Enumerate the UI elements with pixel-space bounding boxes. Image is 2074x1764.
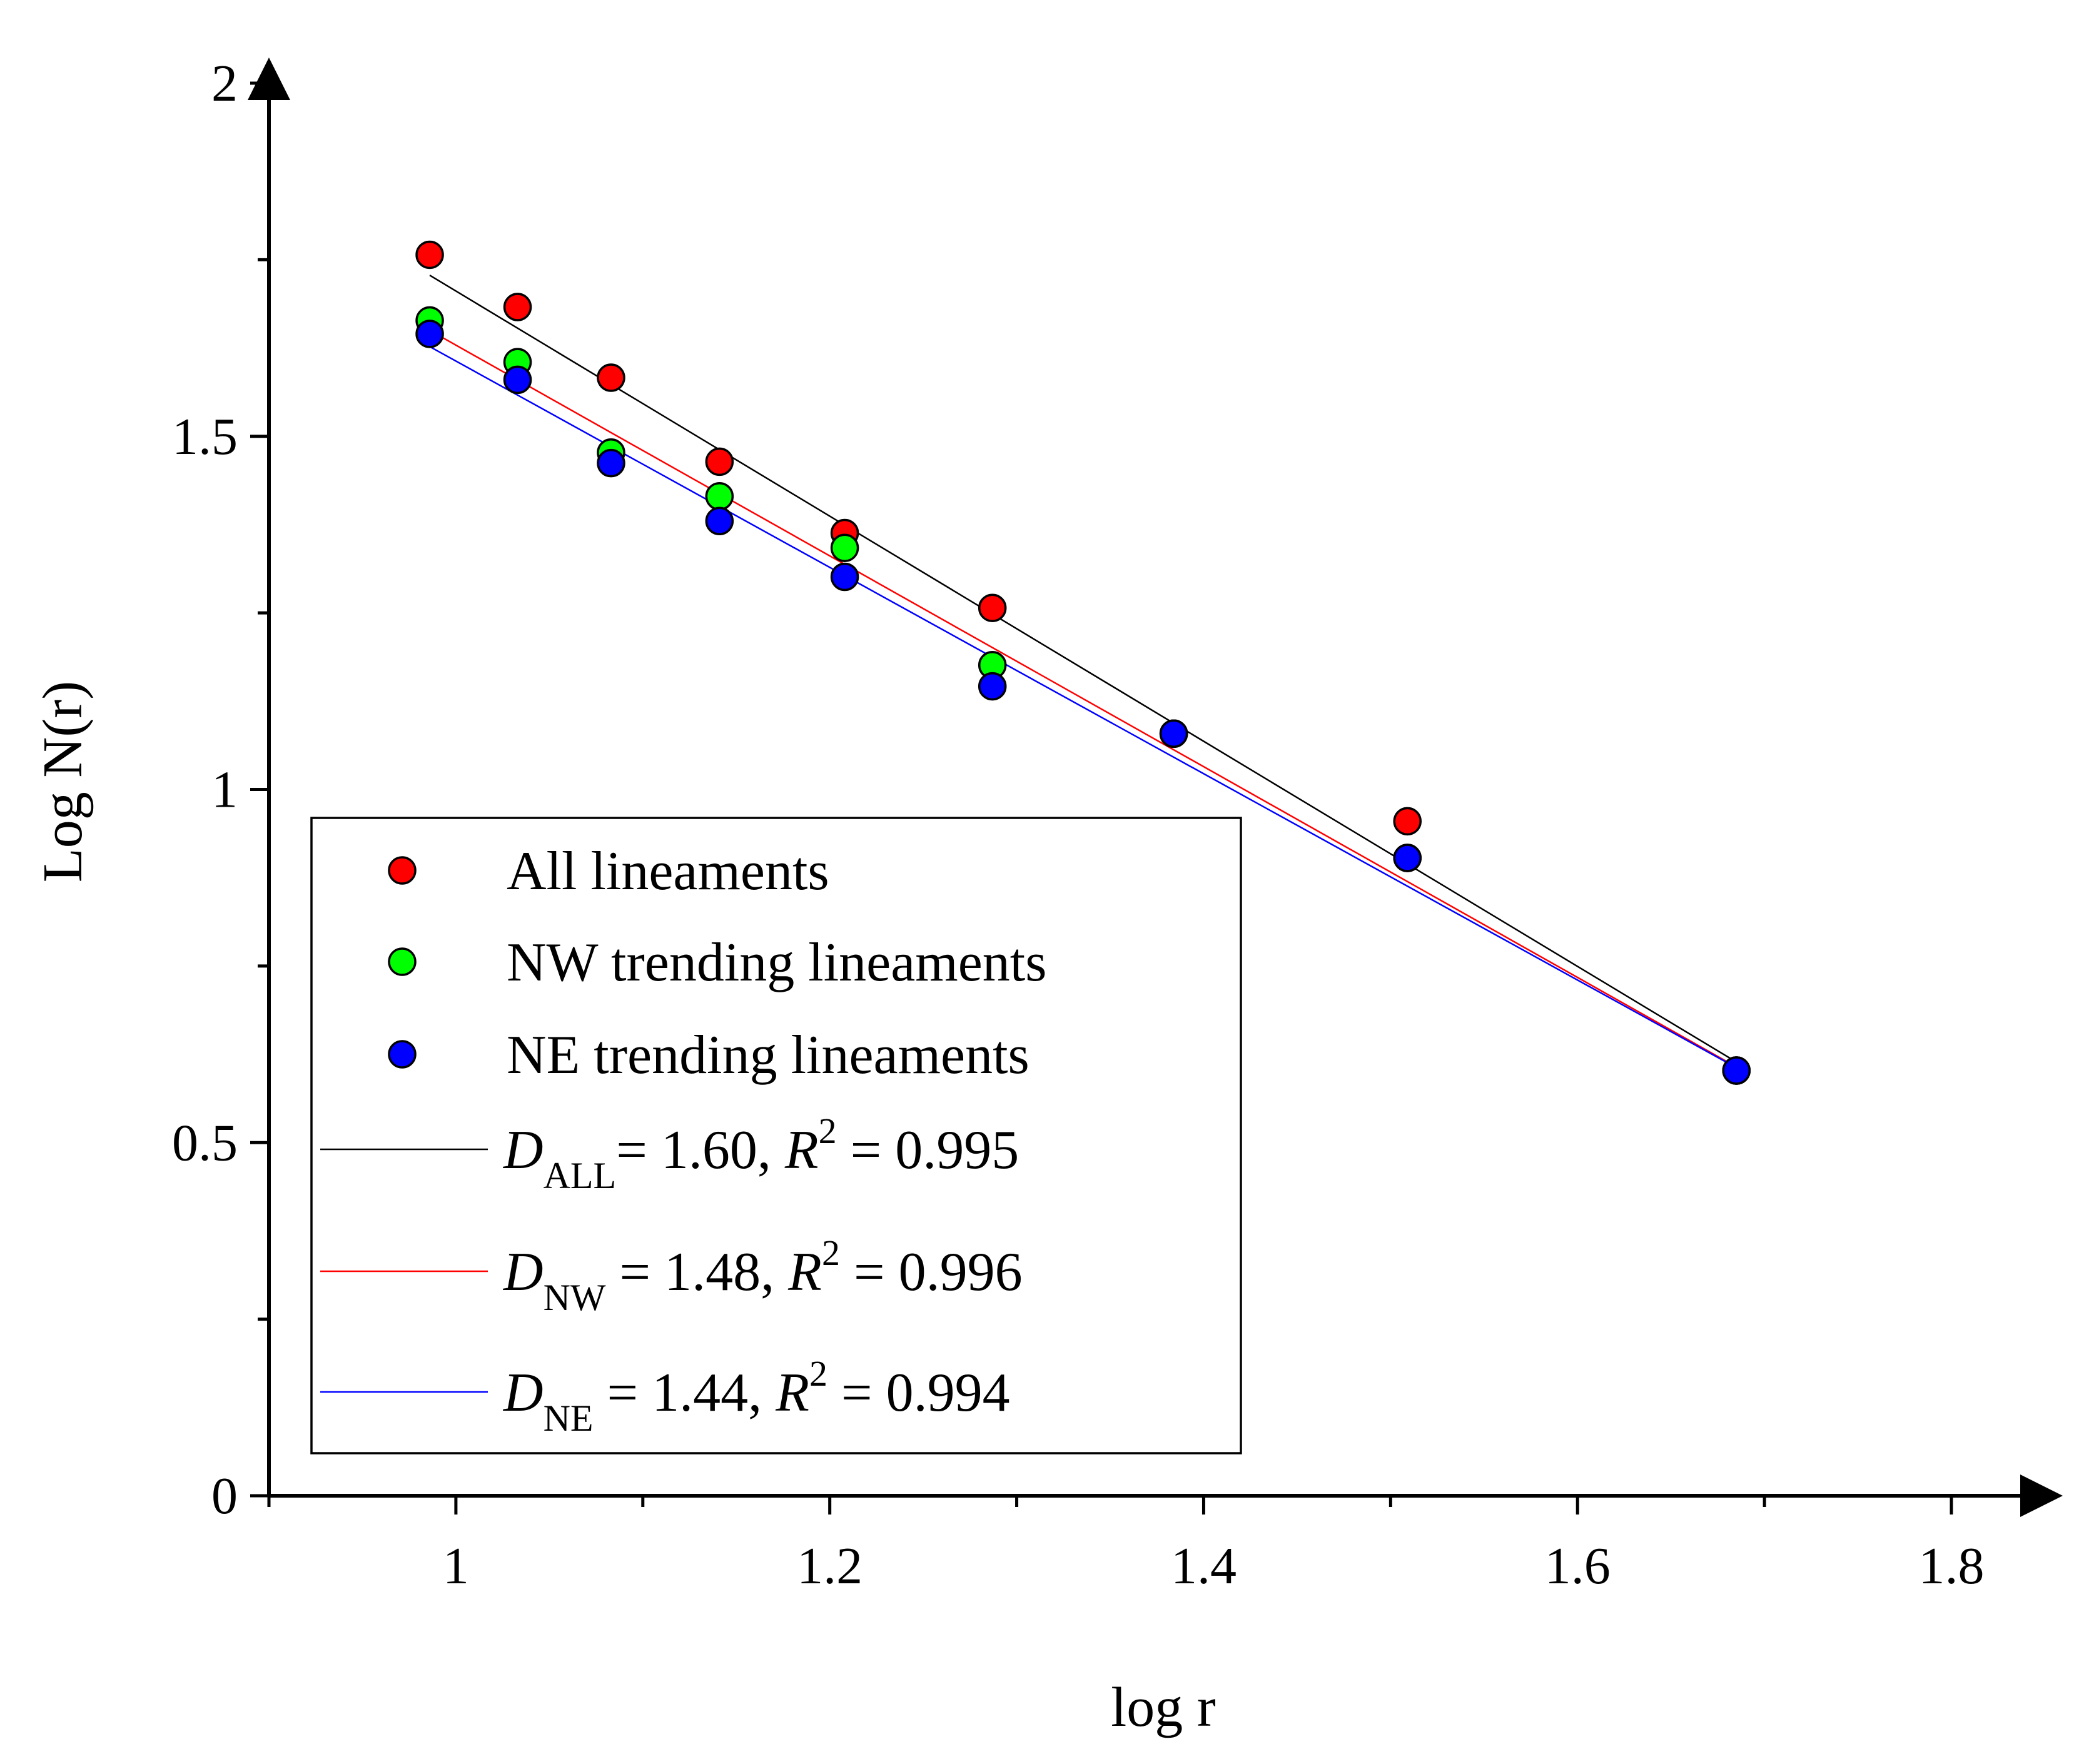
point-all [1393, 807, 1422, 836]
point-ne [415, 320, 444, 348]
y-axis-arrowhead [248, 58, 290, 100]
x-tick-label: 1.4 [1171, 1537, 1237, 1595]
y-tick-label: 2 [211, 54, 238, 113]
point-nw [830, 533, 859, 562]
legend-box [310, 817, 1242, 1454]
point-ne [1393, 844, 1422, 872]
legend-label-all: All lineaments [507, 841, 829, 902]
legend: All lineaments NW trending lineaments NE t… [310, 817, 1242, 1454]
legend-label-ne: NE trending lineaments [507, 1025, 1029, 1086]
x-tick-label: 1.6 [1545, 1537, 1611, 1595]
point-ne [705, 507, 734, 536]
y-tick-label: 0.5 [172, 1114, 238, 1172]
axes: 1 1.2 1.4 1.6 1.8 0 0.5 1 1.5 2 [172, 54, 2063, 1595]
y-tick-label: 0 [211, 1467, 238, 1525]
point-all [415, 240, 444, 270]
point-all [978, 593, 1007, 622]
data-points [415, 240, 1751, 1085]
point-ne [1159, 719, 1188, 748]
x-axis-arrowhead [2020, 1474, 2063, 1517]
point-nw [705, 482, 734, 511]
legend-fit-all: DALL= 1.60, R2 = 0.995 [503, 1111, 1019, 1196]
x-tick-label: 1.8 [1919, 1537, 1985, 1595]
fit-lines [429, 275, 1737, 1069]
legend-marker-nw [388, 947, 417, 976]
x-tick-label: 1 [443, 1537, 469, 1595]
point-ne [597, 448, 625, 478]
fit-line-nw [429, 330, 1737, 1068]
fit-line-all [429, 275, 1737, 1063]
legend-fit-nw: DNW = 1.48, R2 = 0.996 [503, 1232, 1023, 1318]
legend-label-nw: NW trending lineaments [507, 932, 1047, 993]
point-all [597, 363, 625, 392]
x-axis-title: log r [1111, 1676, 1216, 1738]
point-ne [978, 672, 1007, 701]
point-all [503, 293, 532, 321]
legend-marker-all [388, 856, 417, 885]
y-axis-title: Log N(r) [32, 681, 94, 882]
fit-line-ne [429, 346, 1737, 1069]
y-tick-label: 1 [211, 761, 238, 819]
point-ne [830, 562, 859, 592]
legend-marker-ne [388, 1040, 417, 1069]
y-tick-label: 1.5 [172, 408, 238, 466]
legend-fit-ne: DNE = 1.44, R2 = 0.994 [503, 1353, 1010, 1439]
point-ne [1722, 1056, 1751, 1085]
point-all [705, 447, 734, 476]
axis-labels: log r Log N(r) [32, 681, 1216, 1738]
x-tick-label: 1.2 [797, 1537, 862, 1595]
point-ne [503, 365, 532, 395]
